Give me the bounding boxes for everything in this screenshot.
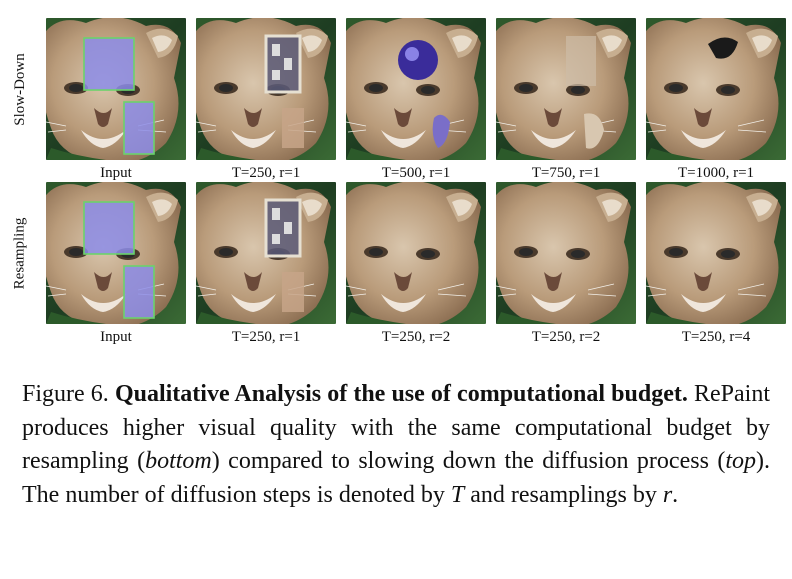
row-label-text: Slow-Down bbox=[11, 52, 28, 126]
cougar-image bbox=[196, 18, 336, 160]
caption-text: and resamplings by bbox=[470, 481, 657, 508]
cougar-image bbox=[46, 18, 186, 160]
row-label-resampling: Resampling bbox=[0, 182, 40, 324]
figure-cell: Input bbox=[46, 182, 186, 346]
figure-cell: T=250, r=2 bbox=[346, 182, 486, 346]
cougar-image bbox=[646, 18, 786, 160]
figure-cell: T=250, r=2 bbox=[496, 182, 636, 346]
figure-caption: Figure 6. Qualitative Analysis of the us… bbox=[22, 378, 770, 512]
image-caption: T=250, r=1 bbox=[231, 329, 301, 345]
image-caption: T=250, r=2 bbox=[531, 329, 601, 345]
caption-text: ) compared to slowing down the diffusion… bbox=[211, 448, 726, 474]
caption-emphasis: bottom bbox=[145, 448, 212, 474]
figure-row-resampling: Input T=250, r=1 bbox=[46, 182, 786, 346]
caption-text: . bbox=[672, 481, 679, 508]
figure-cell: Input bbox=[46, 18, 186, 182]
image-caption: T=250, r=1 bbox=[231, 165, 301, 181]
caption-variable: r bbox=[662, 481, 673, 508]
image-caption: T=250, r=4 bbox=[681, 329, 751, 345]
figure-cell: T=250, r=4 bbox=[646, 182, 786, 346]
caption-emphasis: top bbox=[725, 448, 756, 474]
row-label-text: Resampling bbox=[11, 217, 28, 289]
image-caption: Input bbox=[100, 329, 132, 345]
figure-cell: T=750, r=1 bbox=[496, 18, 636, 182]
image-caption: T=750, r=1 bbox=[531, 165, 601, 181]
cougar-image bbox=[346, 182, 486, 324]
figure-cell: T=250, r=1 bbox=[196, 18, 336, 182]
image-caption: T=250, r=2 bbox=[381, 329, 451, 345]
caption-variable: T bbox=[450, 481, 465, 508]
image-caption: T=500, r=1 bbox=[381, 165, 451, 181]
figure-cell: T=250, r=1 bbox=[196, 182, 336, 346]
cougar-image bbox=[196, 182, 336, 324]
cougar-image bbox=[496, 182, 636, 324]
cougar-image bbox=[346, 18, 486, 160]
cougar-image bbox=[646, 182, 786, 324]
caption-text: RePaint produces higher visual quality w… bbox=[22, 381, 771, 474]
figure-row-slow-down: Input T=250, r=1 bbox=[46, 18, 786, 182]
image-caption: T=1000, r=1 bbox=[677, 165, 755, 181]
figure-title: Qualitative Analysis of the use of compu… bbox=[114, 381, 688, 407]
figure-number: Figure 6. bbox=[22, 381, 109, 407]
figure-cell: T=500, r=1 bbox=[346, 18, 486, 182]
figure-cell: T=1000, r=1 bbox=[646, 18, 786, 182]
image-caption: Input bbox=[100, 165, 132, 181]
row-label-slow-down: Slow-Down bbox=[0, 18, 40, 160]
caption-text: ). The number of diffusion steps is deno… bbox=[22, 448, 770, 508]
cougar-image bbox=[46, 182, 186, 324]
cougar-image bbox=[496, 18, 636, 160]
